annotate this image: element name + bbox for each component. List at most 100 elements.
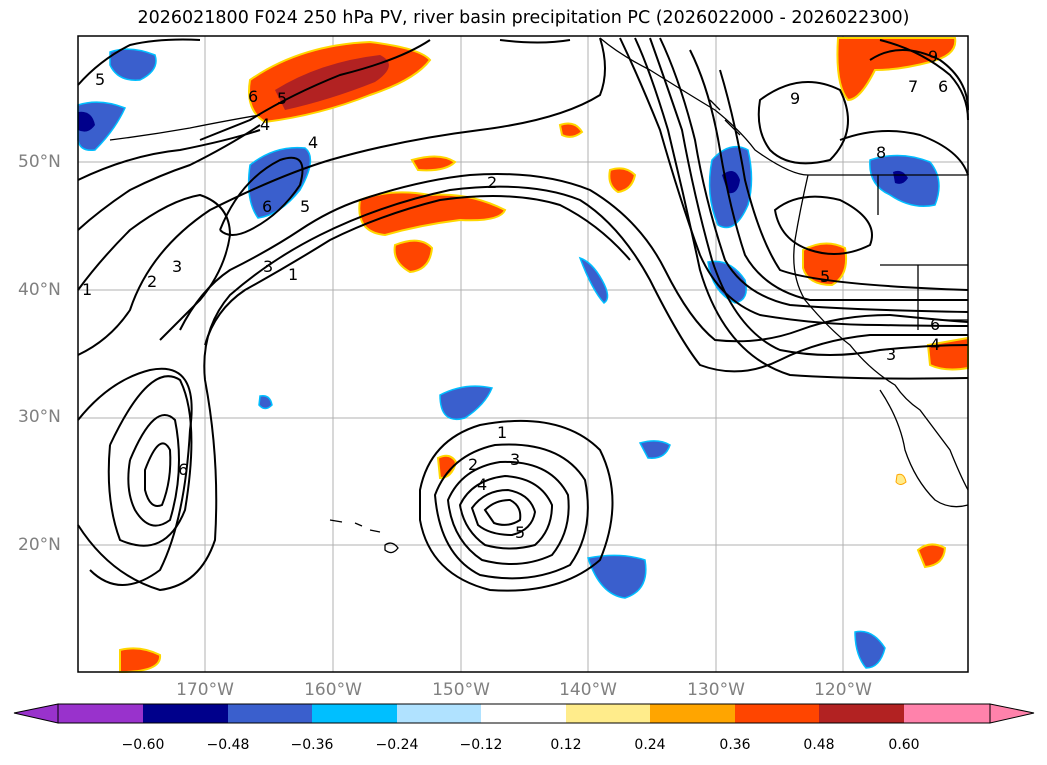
contour-label-group: 5 6 5 4 4 6 5 2 3 1 1 3 6 2 9 7 6 9 8 5 … xyxy=(82,47,948,542)
contour-label: 8 xyxy=(876,143,886,162)
contour-label: 5 xyxy=(300,197,310,216)
contour-label: 3 xyxy=(263,257,273,276)
coastline xyxy=(599,37,968,176)
precip-area xyxy=(109,48,157,81)
contour-label: 2 xyxy=(147,272,157,291)
colorbar-cell xyxy=(735,704,819,723)
pv-contour xyxy=(649,37,969,356)
colorbar-tick-label: 0.60 xyxy=(888,737,920,753)
contour-label: 1 xyxy=(497,423,507,442)
pv-contour xyxy=(719,69,969,291)
pv-contour xyxy=(659,37,969,313)
colorbar-tick-label: 0.24 xyxy=(634,737,666,753)
colorbar-cell xyxy=(481,704,566,723)
colorbar-tick-label: −0.48 xyxy=(206,737,250,753)
lat-label-30n: 30°N xyxy=(18,407,61,427)
pv-contours xyxy=(77,37,969,592)
precip-area xyxy=(587,554,647,599)
contour-label: 6 xyxy=(930,315,940,334)
lon-label-150w: 150°W xyxy=(432,680,490,700)
map-title: 2026021800 F024 250 hPa PV, river basin … xyxy=(137,8,910,28)
pv-contour xyxy=(619,37,969,327)
contour-label: 2 xyxy=(468,455,478,474)
contour-label: 3 xyxy=(510,450,520,469)
contour-label: 9 xyxy=(928,47,938,66)
pv-contour xyxy=(446,460,570,565)
pv-contour xyxy=(634,37,969,380)
pv-contour xyxy=(689,49,968,302)
pv-contour xyxy=(77,185,968,592)
colorbar-cell xyxy=(566,704,650,723)
contour-label: 4 xyxy=(930,335,940,354)
colorbar-tick-label: −0.60 xyxy=(121,737,165,753)
lon-label-160w: 160°W xyxy=(304,680,362,700)
contour-label: 3 xyxy=(886,345,896,364)
colorbar-cell xyxy=(228,704,312,723)
contour-label: 1 xyxy=(82,280,92,299)
pv-contour xyxy=(219,156,304,236)
coastline xyxy=(109,114,261,141)
contour-label: 5 xyxy=(820,267,830,286)
colorbar-tick-label: −0.24 xyxy=(375,737,419,753)
pv-contour xyxy=(470,488,537,537)
coastline xyxy=(877,175,968,330)
precip-area xyxy=(358,191,507,237)
pv-contour xyxy=(144,442,172,507)
contour-label: 2 xyxy=(487,173,497,192)
pv-contour xyxy=(483,498,522,526)
colorbar-tick-label: −0.12 xyxy=(459,737,503,753)
contour-label: 4 xyxy=(477,475,487,494)
colorbar-tick-label: 0.12 xyxy=(550,737,582,753)
contour-label: 4 xyxy=(308,133,318,152)
pv-contour xyxy=(77,124,261,231)
precip-area xyxy=(608,167,637,194)
pv-contour xyxy=(127,414,180,527)
colorbar-extend-low xyxy=(13,703,59,724)
colorbar-cell xyxy=(650,704,735,723)
pv-contour xyxy=(77,367,193,586)
precip-area xyxy=(638,440,671,459)
colorbar-tick-label: 0.48 xyxy=(803,737,835,753)
colorbar-cell xyxy=(143,704,228,723)
plot-frame xyxy=(77,35,969,673)
pv-contour xyxy=(107,375,193,547)
pv-contour xyxy=(773,195,873,255)
colorbar-tick-label: 0.36 xyxy=(719,737,751,753)
colorbar-cell xyxy=(58,704,143,723)
pv-contour xyxy=(839,130,969,176)
pv-contour xyxy=(199,39,431,141)
pv-contour xyxy=(77,193,232,341)
pv-contour xyxy=(204,195,631,346)
contour-label: 6 xyxy=(178,460,188,479)
precip-area xyxy=(558,122,584,138)
precip-area xyxy=(77,101,127,152)
pv-contour xyxy=(419,419,614,592)
contour-label: 5 xyxy=(95,70,105,89)
pv-contour xyxy=(499,39,571,44)
colorbar-cell xyxy=(904,704,990,723)
contour-label: 9 xyxy=(790,89,800,108)
precip-area xyxy=(410,155,457,172)
lon-label-170w: 170°W xyxy=(176,680,234,700)
pv-contour xyxy=(433,443,589,580)
colorbar-extend-high xyxy=(989,703,1035,724)
precip-area xyxy=(893,170,908,184)
lon-label-120w: 120°W xyxy=(814,680,872,700)
colorbar-cell xyxy=(312,704,397,723)
coastline xyxy=(709,99,741,136)
precip-area xyxy=(258,394,273,410)
lat-label-50n: 50°N xyxy=(18,152,61,172)
precip-area xyxy=(247,146,312,219)
precip-area xyxy=(916,543,947,569)
contour-label: 5 xyxy=(277,89,287,108)
pv-contour xyxy=(879,39,969,121)
lon-label-130w: 130°W xyxy=(687,680,745,700)
colorbar-cell xyxy=(397,704,481,723)
contour-label: 3 xyxy=(172,257,182,276)
pv-contour xyxy=(77,38,201,86)
pv-contour xyxy=(757,81,849,165)
precip-area xyxy=(854,630,886,669)
contour-label: 1 xyxy=(288,265,298,284)
